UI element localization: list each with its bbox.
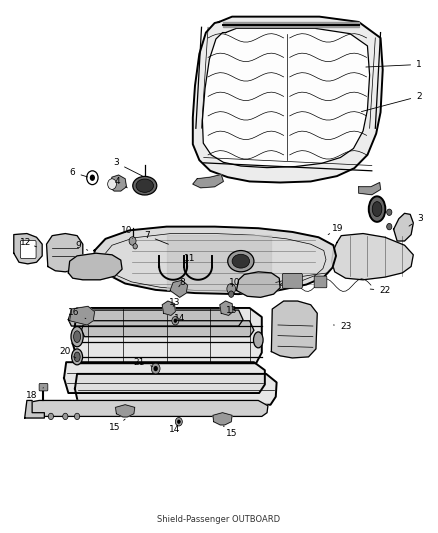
Polygon shape: [220, 301, 233, 316]
Circle shape: [227, 284, 236, 294]
Polygon shape: [14, 233, 42, 264]
Polygon shape: [193, 174, 223, 188]
Ellipse shape: [254, 332, 263, 348]
Polygon shape: [170, 280, 187, 297]
Text: 7: 7: [144, 231, 168, 244]
Polygon shape: [116, 405, 135, 417]
Text: 13: 13: [169, 298, 180, 307]
Text: 14: 14: [169, 422, 180, 434]
Circle shape: [63, 413, 68, 419]
Text: 18: 18: [26, 387, 43, 400]
Text: 6: 6: [70, 168, 88, 177]
Polygon shape: [213, 413, 232, 425]
Text: 19: 19: [328, 224, 344, 235]
Circle shape: [133, 244, 138, 249]
Text: 22: 22: [370, 286, 391, 295]
Text: 15: 15: [223, 426, 238, 439]
Polygon shape: [162, 301, 175, 316]
Polygon shape: [394, 213, 413, 241]
Circle shape: [175, 417, 182, 426]
Ellipse shape: [133, 176, 157, 195]
Text: 23: 23: [333, 321, 351, 330]
Ellipse shape: [71, 327, 83, 347]
Polygon shape: [332, 233, 413, 280]
Polygon shape: [68, 253, 122, 280]
Circle shape: [387, 223, 392, 230]
FancyBboxPatch shape: [283, 273, 302, 288]
Circle shape: [108, 179, 117, 189]
Circle shape: [90, 174, 95, 181]
Circle shape: [74, 413, 80, 419]
Text: 10: 10: [121, 227, 133, 238]
Circle shape: [129, 237, 136, 245]
Polygon shape: [64, 362, 265, 393]
Polygon shape: [81, 321, 254, 337]
Ellipse shape: [232, 254, 250, 268]
Text: 1: 1: [366, 60, 422, 69]
Polygon shape: [109, 175, 127, 191]
Polygon shape: [46, 233, 83, 272]
Polygon shape: [95, 227, 336, 294]
Text: 4: 4: [115, 177, 127, 188]
FancyBboxPatch shape: [20, 240, 36, 259]
Polygon shape: [237, 272, 280, 297]
Ellipse shape: [74, 331, 81, 343]
Polygon shape: [202, 28, 370, 167]
Polygon shape: [73, 308, 262, 364]
Text: 21: 21: [134, 358, 152, 367]
Ellipse shape: [74, 352, 80, 362]
FancyBboxPatch shape: [39, 383, 48, 391]
Circle shape: [172, 317, 179, 325]
Circle shape: [151, 364, 160, 374]
Polygon shape: [223, 22, 359, 27]
Text: 8: 8: [179, 278, 185, 287]
Polygon shape: [193, 17, 383, 182]
Text: 16: 16: [68, 308, 86, 319]
Polygon shape: [272, 301, 317, 358]
FancyBboxPatch shape: [314, 276, 327, 288]
Ellipse shape: [372, 201, 382, 216]
Circle shape: [387, 209, 392, 215]
Text: 9: 9: [75, 241, 88, 251]
Circle shape: [177, 419, 180, 424]
Text: 10: 10: [229, 278, 240, 287]
Polygon shape: [25, 400, 44, 418]
Ellipse shape: [136, 179, 153, 192]
Text: 12: 12: [20, 238, 36, 247]
Polygon shape: [359, 182, 381, 195]
Text: 15: 15: [110, 419, 125, 432]
Text: 20: 20: [60, 347, 76, 358]
Text: 3: 3: [409, 214, 423, 226]
Text: 3: 3: [113, 158, 142, 176]
Ellipse shape: [72, 349, 82, 365]
Text: 13: 13: [226, 305, 237, 314]
Polygon shape: [166, 235, 272, 290]
Text: 11: 11: [184, 254, 195, 263]
Circle shape: [48, 413, 53, 419]
Polygon shape: [75, 374, 277, 405]
Ellipse shape: [369, 196, 385, 222]
Text: 14: 14: [174, 313, 185, 322]
Polygon shape: [68, 310, 243, 326]
Circle shape: [229, 291, 234, 297]
Text: 2: 2: [361, 92, 422, 111]
Circle shape: [153, 366, 158, 371]
Polygon shape: [26, 400, 268, 416]
Circle shape: [173, 319, 177, 323]
Text: Shield-Passenger OUTBOARD: Shield-Passenger OUTBOARD: [157, 514, 281, 523]
Polygon shape: [70, 306, 95, 325]
Ellipse shape: [228, 251, 254, 272]
